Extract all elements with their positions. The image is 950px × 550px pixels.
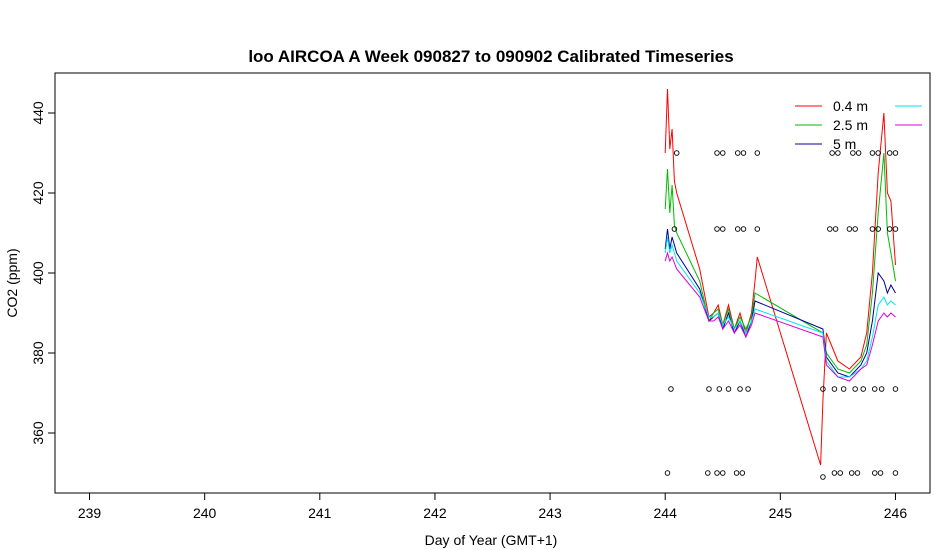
y-axis-label: CO2 (ppm) (4, 248, 20, 317)
data-marker (871, 470, 878, 476)
data-marker (733, 470, 740, 476)
data-marker (850, 150, 856, 156)
data-marker (668, 386, 674, 392)
data-marker (875, 150, 881, 156)
data-marker (740, 226, 747, 232)
data-marker (852, 226, 858, 232)
series-layer (664, 88, 896, 466)
data-marker (720, 470, 726, 476)
y-tick-label: 380 (30, 341, 46, 365)
data-marker (720, 150, 726, 156)
data-marker (745, 386, 751, 392)
data-marker (860, 386, 866, 392)
x-axis-label: Day of Year (GMT+1) (425, 532, 558, 548)
data-marker (835, 150, 841, 156)
x-tick-label: 246 (884, 505, 908, 521)
data-marker (829, 150, 835, 156)
series-line-2 (664, 228, 896, 378)
data-marker (673, 150, 680, 156)
x-tick-label: 243 (538, 505, 562, 521)
data-marker (878, 386, 885, 392)
y-tick-label: 440 (30, 101, 46, 125)
series-line-3 (664, 236, 896, 378)
y-tick-label: 420 (30, 181, 46, 205)
data-marker (869, 226, 876, 232)
data-marker (754, 226, 761, 232)
data-marker (714, 470, 720, 476)
x-tick-label: 245 (769, 505, 793, 521)
data-marker (892, 470, 899, 476)
data-marker (832, 226, 839, 232)
x-tick-label: 244 (654, 505, 678, 521)
data-marker (705, 470, 711, 476)
data-marker (740, 150, 747, 156)
data-marker (892, 226, 899, 232)
data-marker (716, 386, 723, 392)
data-marker (827, 226, 833, 232)
data-marker (820, 386, 826, 392)
legend-label-0: 0.4 m (833, 98, 868, 114)
data-marker (831, 470, 838, 476)
marker-layer (664, 150, 899, 480)
data-marker (820, 474, 826, 480)
series-line-0 (664, 88, 896, 466)
data-marker (837, 470, 843, 476)
data-marker (831, 386, 838, 392)
data-marker (869, 150, 876, 156)
y-tick-label: 400 (30, 261, 46, 285)
chart-title: loo AIRCOA A Week 090827 to 090902 Calib… (248, 47, 733, 66)
data-marker (714, 150, 720, 156)
data-marker (737, 386, 743, 392)
x-tick-label: 239 (78, 505, 102, 521)
data-marker (714, 226, 720, 232)
legend-label-1: 2.5 m (833, 117, 868, 133)
x-axis: 239 240 241 242 243 244 245 246 (78, 493, 907, 521)
data-marker (664, 470, 671, 476)
legend-label-2: 5 m (833, 136, 856, 152)
x-tick-label: 241 (308, 505, 332, 521)
data-marker (725, 386, 732, 392)
data-marker (877, 470, 884, 476)
data-marker (739, 470, 746, 476)
data-marker (846, 226, 853, 232)
data-marker (848, 470, 855, 476)
data-marker (855, 150, 862, 156)
data-marker (734, 226, 741, 232)
data-marker (854, 470, 861, 476)
series-line-4 (664, 251, 896, 382)
data-marker (875, 226, 881, 232)
data-marker (754, 150, 761, 156)
x-tick-label: 242 (423, 505, 447, 521)
data-marker (886, 226, 893, 232)
y-axis: 360 380 400 420 440 (30, 101, 55, 445)
y-tick-label: 360 (30, 421, 46, 445)
data-marker (840, 386, 847, 392)
data-marker (871, 386, 878, 392)
series-line-1 (664, 152, 896, 374)
data-marker (886, 150, 893, 156)
data-marker (671, 226, 678, 232)
data-marker (734, 150, 741, 156)
data-marker (852, 386, 858, 392)
data-marker (892, 386, 899, 392)
legend: 0.4 m 2.5 m 5 m (795, 98, 922, 152)
data-marker (720, 226, 726, 232)
data-marker (706, 386, 712, 392)
x-tick-label: 240 (193, 505, 217, 521)
plot-frame (54, 72, 931, 494)
data-marker (892, 150, 899, 156)
